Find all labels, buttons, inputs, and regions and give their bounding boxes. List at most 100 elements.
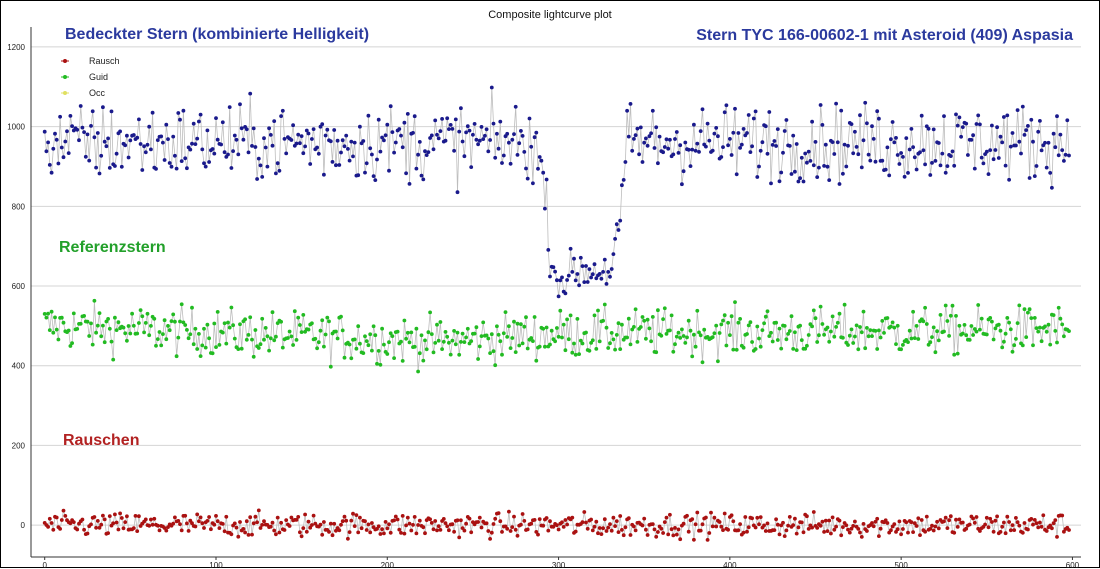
data-point-occ	[834, 101, 838, 106]
series-rausch	[42, 508, 1071, 542]
data-point-occ	[700, 107, 705, 112]
data-point-occ	[662, 145, 667, 149]
data-point-rausch	[525, 527, 530, 532]
data-point-occ	[392, 150, 396, 155]
data-point-occ	[731, 130, 736, 135]
data-point-rausch	[827, 518, 832, 523]
data-point-occ	[647, 134, 652, 139]
data-point-rausch	[947, 518, 951, 523]
data-point-guid	[265, 334, 270, 339]
data-point-guid	[455, 330, 460, 335]
data-point-guid	[957, 323, 962, 328]
data-point-rausch	[565, 522, 569, 527]
data-point-rausch	[284, 518, 289, 522]
data-point-occ	[363, 170, 367, 175]
data-point-occ	[126, 155, 131, 160]
data-point-occ	[306, 131, 311, 136]
data-point-guid	[873, 329, 878, 333]
data-point-guid	[837, 311, 842, 316]
data-point-rausch	[125, 514, 129, 519]
data-point-rausch	[366, 522, 371, 527]
data-point-guid	[543, 344, 547, 349]
data-point-guid	[702, 327, 707, 332]
data-point-guid	[484, 333, 489, 338]
data-point-occ	[923, 162, 927, 167]
data-point-occ	[912, 155, 917, 160]
data-point-rausch	[853, 519, 857, 524]
data-point-occ	[697, 150, 701, 154]
data-point-occ	[471, 132, 475, 137]
data-point-guid	[942, 329, 946, 334]
data-point-guid	[488, 351, 492, 355]
data-point-guid	[99, 334, 104, 339]
data-point-guid	[291, 343, 295, 347]
data-point-occ	[47, 163, 52, 167]
data-point-rausch	[914, 524, 919, 528]
data-point-occ	[382, 138, 386, 143]
data-point-rausch	[698, 528, 703, 533]
data-point-occ	[844, 164, 849, 169]
data-point-guid	[176, 335, 181, 340]
data-point-rausch	[113, 512, 117, 517]
data-point-guid	[697, 330, 701, 335]
data-point-occ	[868, 158, 873, 163]
data-point-rausch	[1032, 518, 1037, 522]
data-point-guid	[116, 320, 121, 325]
data-point-rausch	[241, 527, 246, 531]
data-point-occ	[820, 123, 825, 127]
data-point-rausch	[822, 530, 826, 534]
data-point-guid	[889, 324, 893, 329]
data-point-guid	[520, 341, 525, 346]
data-point-rausch	[820, 519, 825, 524]
data-point-rausch	[342, 514, 347, 519]
data-point-rausch	[462, 528, 467, 533]
data-point-rausch	[311, 513, 316, 518]
data-point-guid	[978, 327, 982, 332]
data-point-occ	[303, 144, 307, 149]
data-point-rausch	[304, 529, 309, 534]
data-point-occ	[1000, 140, 1005, 145]
data-point-guid	[339, 314, 343, 319]
series-occ	[42, 85, 1071, 299]
data-point-guid	[928, 340, 933, 345]
data-point-occ	[618, 218, 623, 223]
data-point-rausch	[573, 529, 578, 534]
data-point-rausch	[209, 527, 213, 532]
data-point-occ	[510, 137, 515, 142]
data-point-rausch	[846, 527, 850, 532]
data-point-guid	[102, 340, 107, 345]
data-point-rausch	[743, 515, 748, 519]
data-point-occ	[368, 146, 373, 151]
data-point-rausch	[89, 522, 93, 527]
data-point-occ	[54, 137, 59, 142]
data-point-rausch	[438, 528, 443, 532]
data-point-occ	[613, 237, 617, 241]
data-point-occ	[904, 136, 909, 141]
data-point-occ	[892, 140, 897, 145]
data-point-occ	[68, 114, 73, 118]
data-point-occ	[611, 252, 616, 256]
data-point-rausch	[830, 515, 835, 520]
data-point-guid	[611, 337, 616, 342]
data-point-rausch	[671, 533, 676, 538]
data-point-occ	[212, 151, 217, 156]
data-point-occ	[721, 145, 725, 150]
data-point-occ	[58, 114, 62, 119]
data-point-guid	[635, 340, 640, 344]
data-point-rausch	[704, 515, 708, 520]
data-point-guid	[59, 315, 64, 320]
y-tick-label: 200	[12, 441, 26, 450]
data-point-guid	[832, 334, 837, 339]
data-point-rausch	[585, 526, 590, 531]
data-point-guid	[1026, 310, 1030, 315]
data-point-rausch	[63, 514, 68, 518]
data-point-rausch	[738, 522, 742, 526]
data-point-occ	[993, 148, 998, 152]
data-point-guid	[246, 333, 251, 337]
data-point-guid	[717, 331, 722, 335]
data-point-rausch	[604, 529, 609, 533]
data-point-occ	[195, 136, 200, 141]
data-point-rausch	[719, 524, 724, 529]
y-tick-label: 0	[21, 521, 26, 530]
data-point-occ	[311, 127, 316, 131]
